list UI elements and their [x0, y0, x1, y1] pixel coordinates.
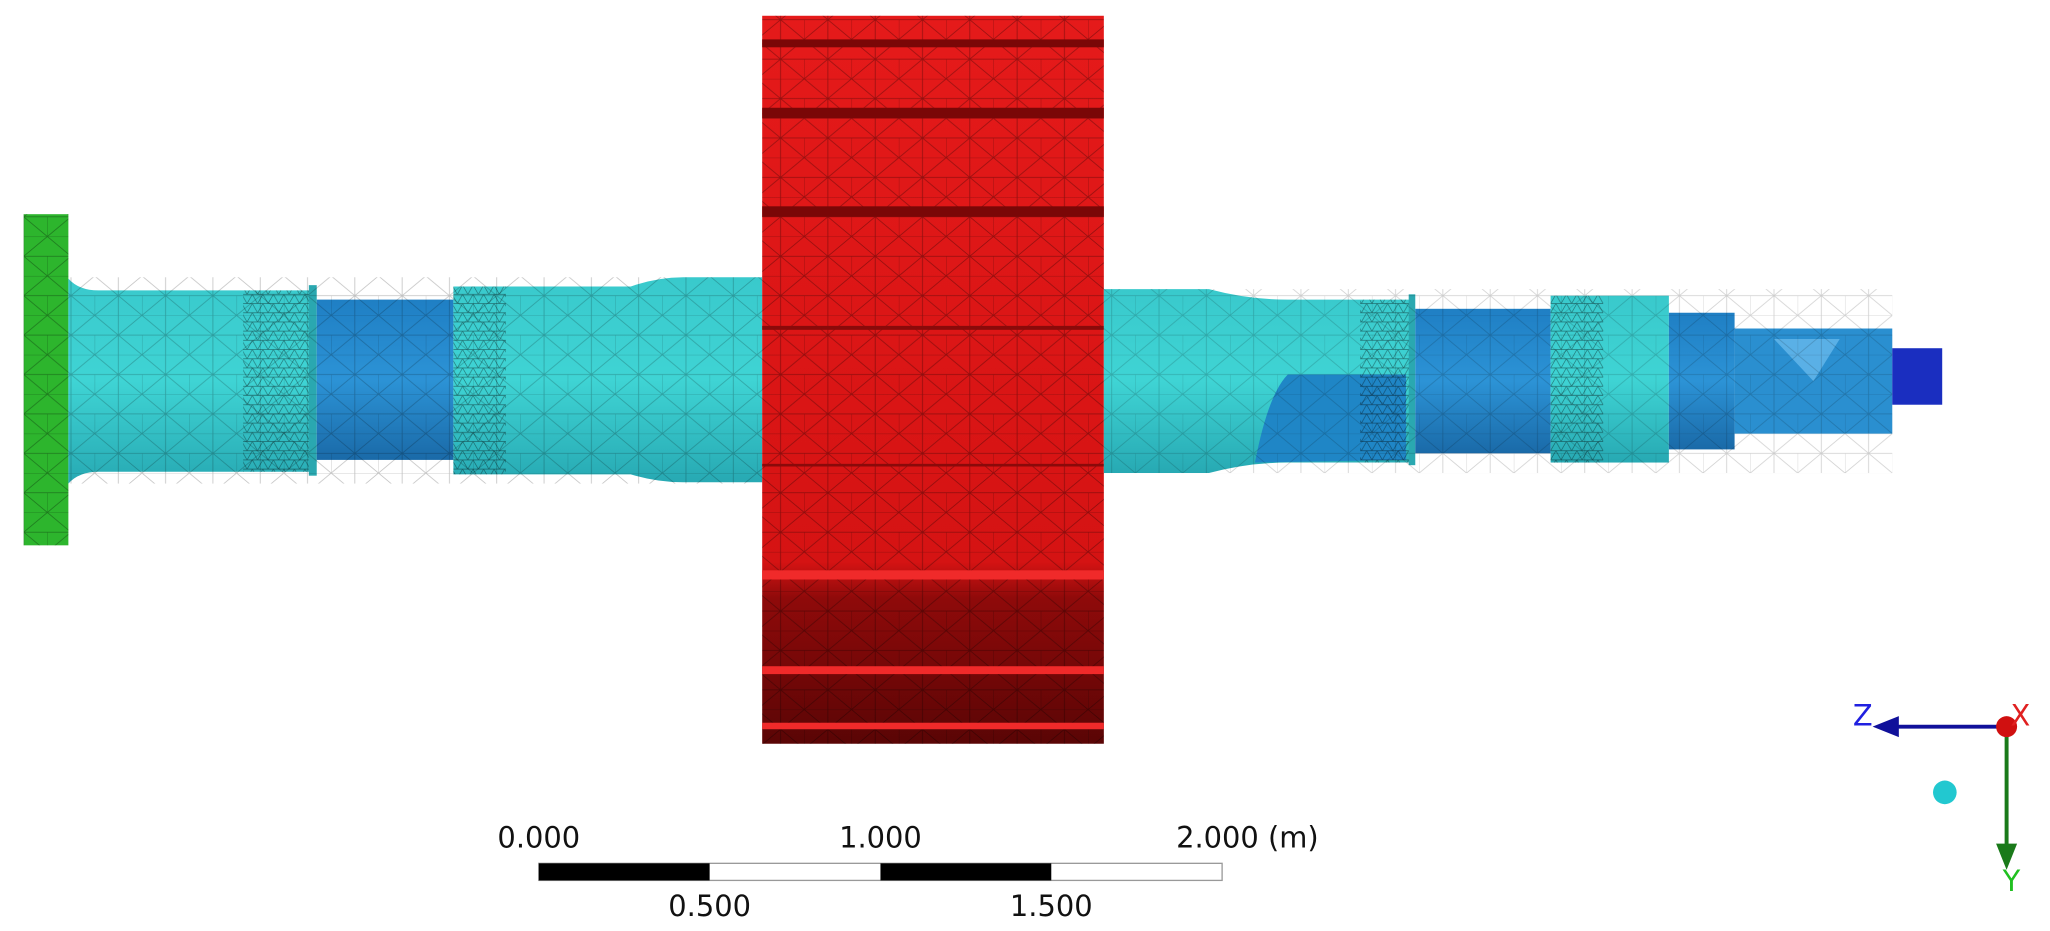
rotor-bands [762, 39, 1104, 730]
y-arrow [1996, 843, 2018, 870]
band [762, 722, 1104, 730]
mesh-overlay [1103, 289, 1893, 474]
x-label: X [2011, 698, 2031, 732]
band [762, 206, 1104, 217]
view-ball [1933, 780, 1957, 805]
scale-label: 0.000 [497, 821, 580, 855]
band [762, 325, 1104, 330]
band [762, 570, 1104, 580]
shaft-end [1892, 348, 1943, 405]
rotor-mesh [762, 15, 1104, 744]
y-label: Y [2002, 864, 2021, 898]
band [762, 463, 1104, 467]
scale-label: 1.000 [839, 821, 922, 855]
scale-bar: 0.000 0.500 1.000 1.500 2.000 (m) [497, 821, 1318, 923]
axis-triad: Z X Y [1853, 698, 2030, 898]
band [762, 666, 1104, 675]
scale-label: 1.500 [1010, 889, 1093, 923]
mesh-overlay [68, 277, 763, 484]
z-label: Z [1853, 698, 1873, 732]
band [762, 39, 1104, 48]
scale-label: 2.000 (m) [1176, 821, 1319, 855]
z-arrow [1872, 716, 1899, 738]
scale-segment [538, 863, 710, 881]
band [762, 107, 1104, 119]
scale-label: 0.500 [668, 889, 751, 923]
x-axis-dot [1996, 716, 2018, 738]
flange-mesh [23, 214, 69, 546]
shaft-model [23, 15, 1943, 744]
scale-segment [880, 863, 1052, 881]
